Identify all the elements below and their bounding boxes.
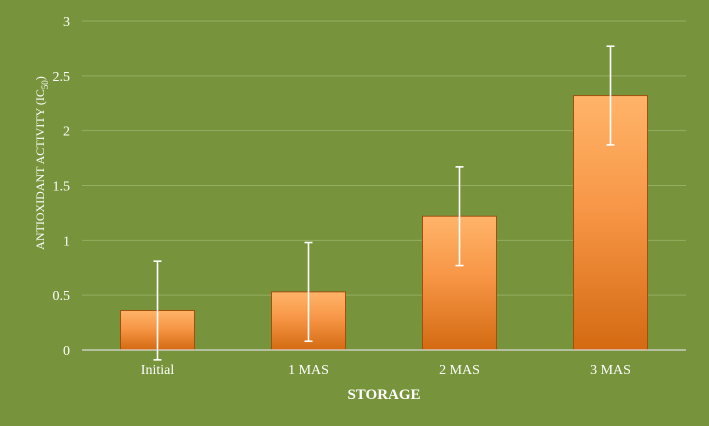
x-tick-labels: Initial 1 MAS 2 MAS 3 MAS xyxy=(141,363,631,378)
error-bar xyxy=(455,166,464,267)
x-tick-label: Initial xyxy=(141,363,175,378)
x-tick-label: 2 MAS xyxy=(439,363,480,378)
bars xyxy=(120,95,648,351)
y-tick-label: 0 xyxy=(63,344,70,359)
error-bar xyxy=(606,45,615,146)
error-bar xyxy=(153,260,162,361)
y-tick-label: 0.5 xyxy=(53,289,71,304)
y-tick-label: 1 xyxy=(63,234,70,249)
y-axis-title: ANTIOXIDANT ACTIVITY (IC50) xyxy=(33,76,50,250)
x-axis-title: STORAGE xyxy=(347,387,420,403)
error-bars xyxy=(153,45,615,361)
y-tick-label: 1.5 xyxy=(53,180,71,195)
x-tick-label: 3 MAS xyxy=(590,363,631,378)
y-tick-label: 2 xyxy=(63,125,70,140)
y-axis-title-subscript: 50 xyxy=(40,80,50,90)
y-axis-title-main: ANTIOXIDANT ACTIVITY (IC xyxy=(33,89,47,250)
x-tick-label: 1 MAS xyxy=(288,363,329,378)
error-bar xyxy=(304,241,313,343)
y-tick-label: 2.5 xyxy=(53,70,71,85)
y-axis-title-close: ) xyxy=(33,76,47,80)
y-tick-label: 3 xyxy=(63,15,70,30)
y-tick-labels: 0 0.5 1 1.5 2 2.5 3 xyxy=(53,15,71,359)
